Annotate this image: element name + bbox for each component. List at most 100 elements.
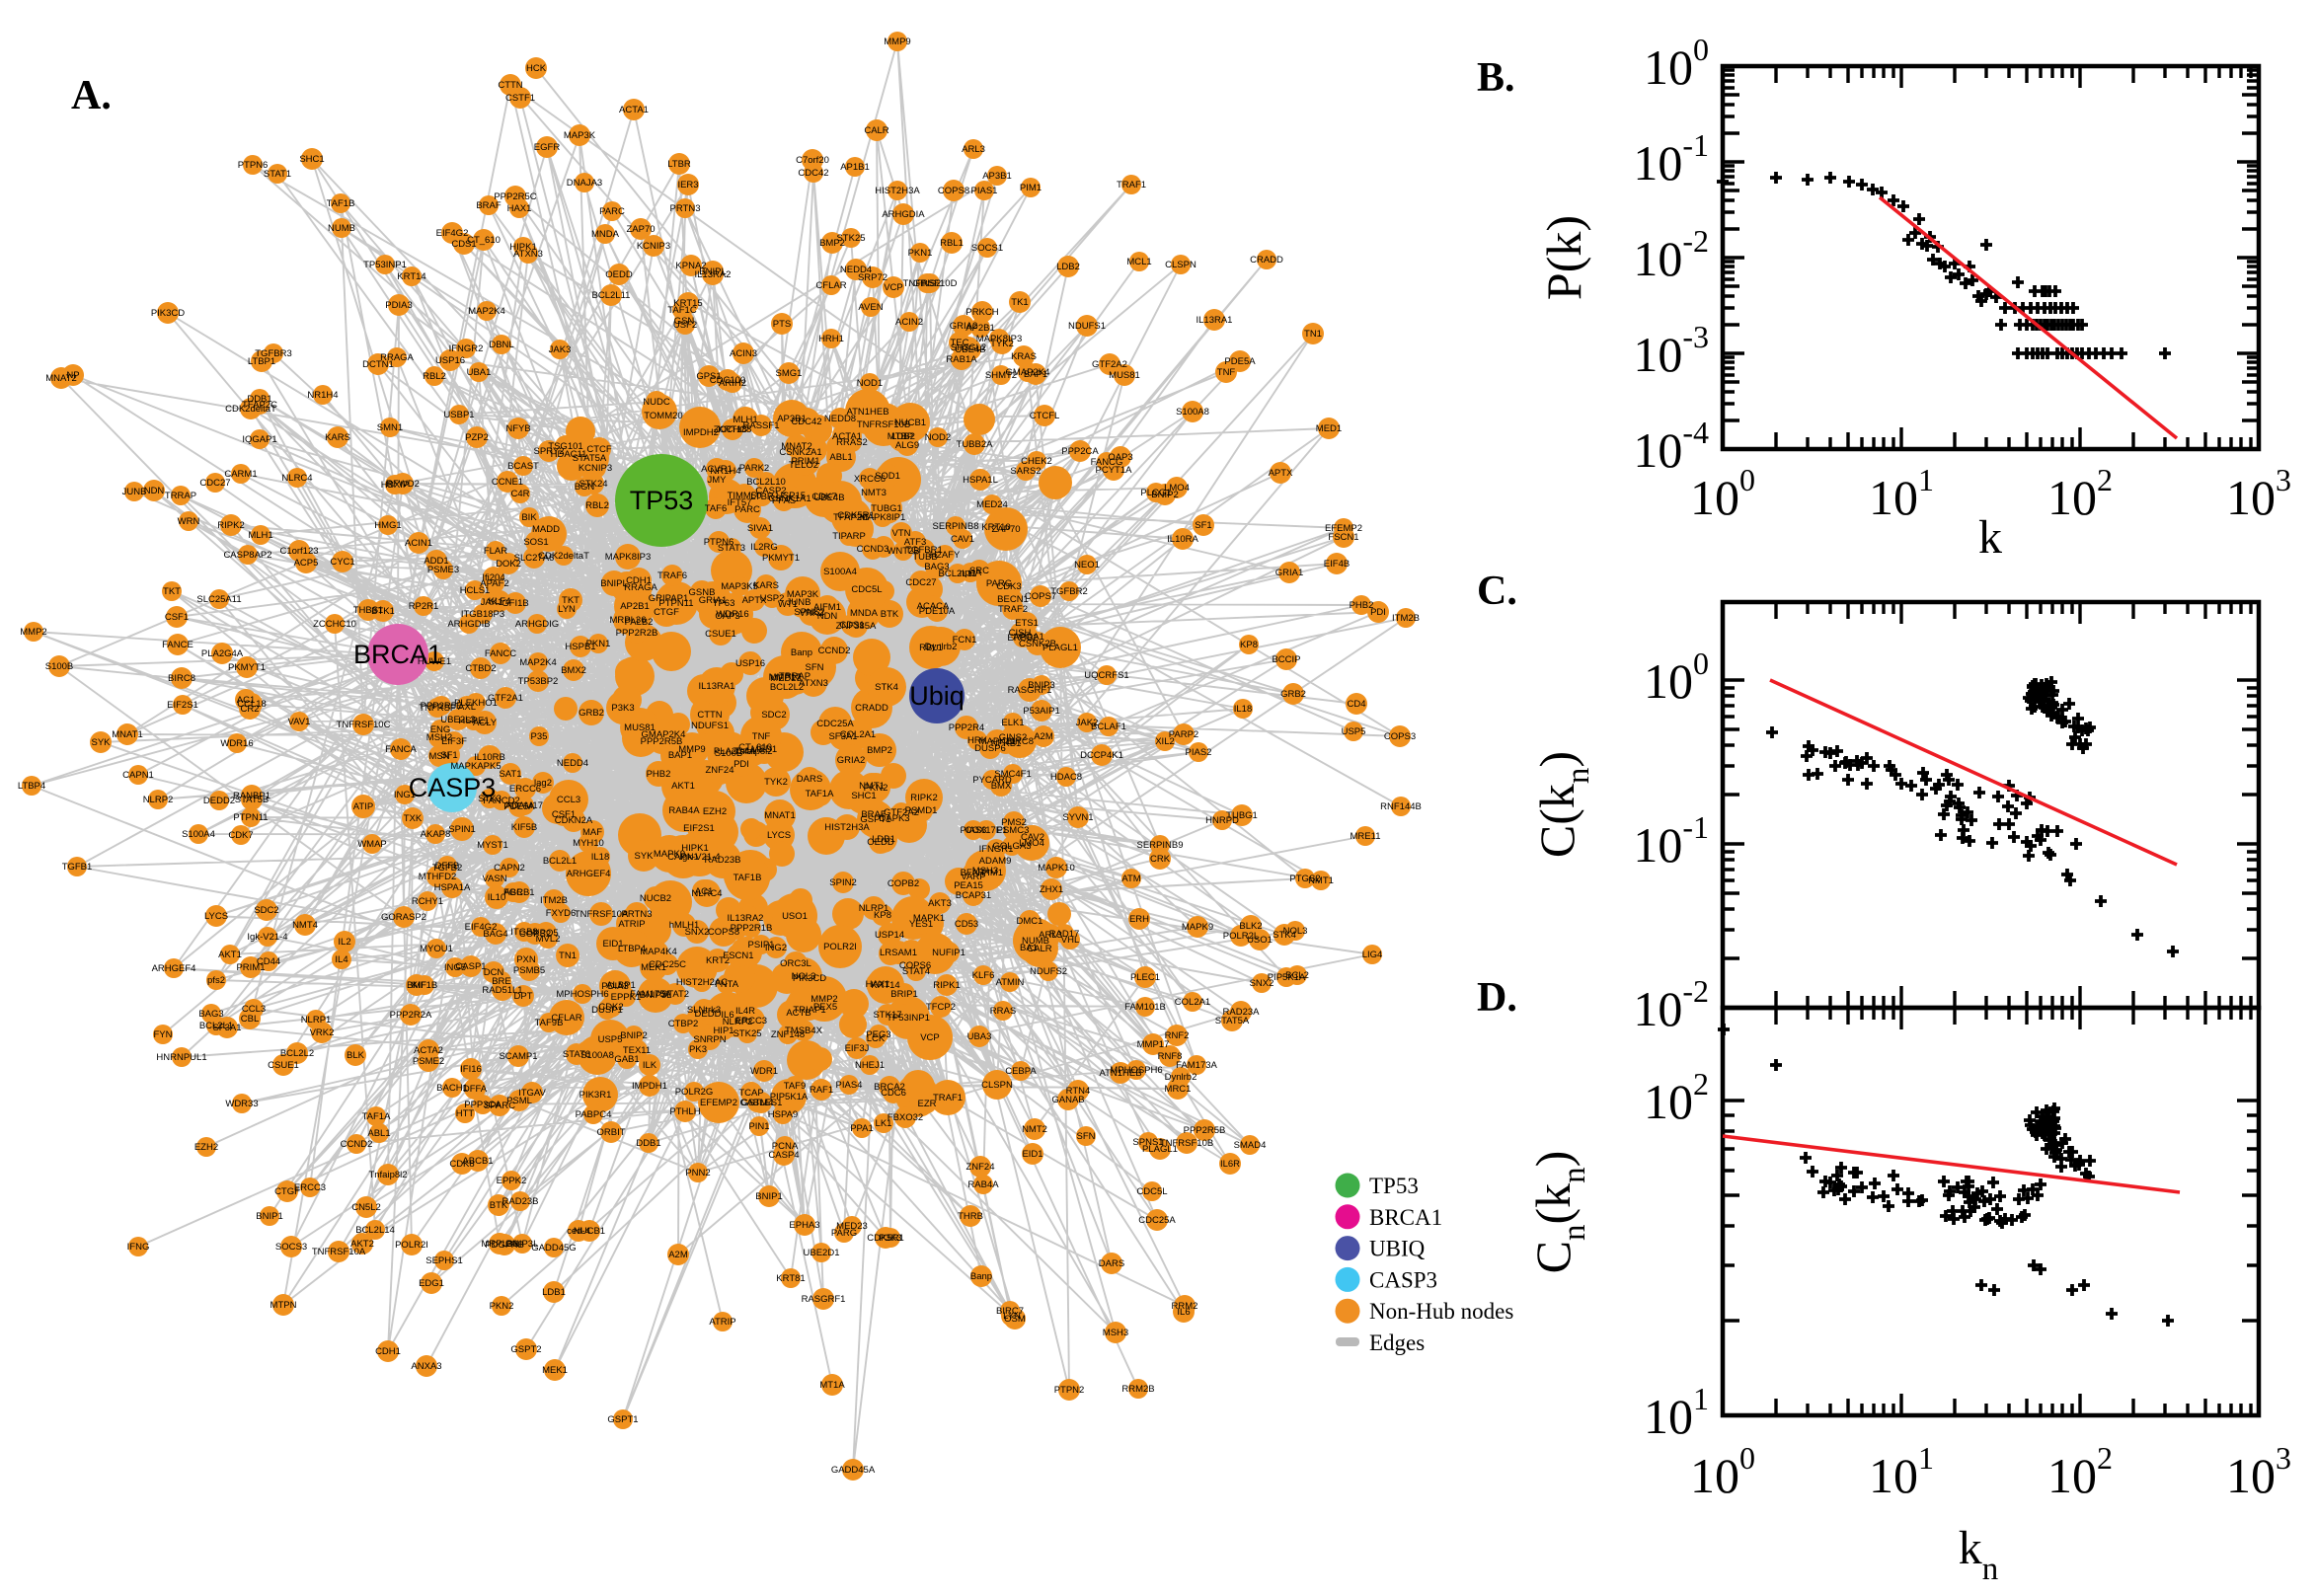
svg-text:BNIP2: BNIP2 <box>1151 490 1178 500</box>
svg-text:BCL2L1: BCL2L1 <box>199 1021 233 1031</box>
svg-text:CALR: CALR <box>864 125 888 136</box>
svg-text:MAPKAPK5: MAPKAPK5 <box>450 761 501 772</box>
svg-text:RAB4A: RAB4A <box>668 805 700 816</box>
svg-text:CTGF: CTGF <box>274 1186 300 1197</box>
svg-text:MNAT1: MNAT1 <box>764 810 796 821</box>
svg-text:CRK: CRK <box>1150 854 1171 865</box>
svg-text:PRIM1: PRIM1 <box>791 456 819 467</box>
svg-text:CD53: CD53 <box>955 919 978 930</box>
svg-text:PRTN3: PRTN3 <box>622 909 653 920</box>
svg-text:KCNIP3: KCNIP3 <box>579 463 612 474</box>
svg-text:NMT4: NMT4 <box>292 920 318 931</box>
svg-text:POLR2G: POLR2G <box>675 1087 714 1098</box>
svg-text:TFAP2C: TFAP2C <box>833 512 869 523</box>
svg-text:TGFB2: TGFB2 <box>432 863 463 874</box>
svg-text:DAPK3: DAPK3 <box>879 813 909 824</box>
svg-text:COPS8: COPS8 <box>938 186 969 196</box>
svg-text:C1orf123: C1orf123 <box>279 546 318 557</box>
svg-text:ATRIP: ATRIP <box>709 1317 735 1328</box>
svg-text:AKT2: AKT2 <box>350 1239 374 1250</box>
svg-text:BCAST: BCAST <box>507 461 539 472</box>
svg-text:CTCFL: CTCFL <box>1030 411 1060 421</box>
svg-text:SH3GL2: SH3GL2 <box>951 342 986 353</box>
svg-text:pfs2: pfs2 <box>207 975 225 986</box>
svg-text:DCCP4K1: DCCP4K1 <box>1080 750 1123 761</box>
svg-text:DBNL: DBNL <box>489 340 513 350</box>
svg-text:CAV1: CAV1 <box>951 534 974 545</box>
svg-text:ACTB: ACTB <box>786 1008 811 1019</box>
svg-text:HSPA1A: HSPA1A <box>434 882 471 893</box>
svg-text:RRAGA: RRAGA <box>380 352 414 363</box>
svg-text:PALB2: PALB2 <box>625 617 654 628</box>
svg-text:BCCIP: BCCIP <box>1272 654 1300 665</box>
svg-text:EID1: EID1 <box>602 939 623 950</box>
svg-text:XIL2: XIL2 <box>1155 736 1175 747</box>
svg-text:PLEKHO1: PLEKHO1 <box>454 698 498 709</box>
svg-text:PRIM1: PRIM1 <box>236 962 265 973</box>
svg-text:PLA2G4A: PLA2G4A <box>714 746 756 757</box>
svg-text:EFEMP2: EFEMP2 <box>700 1098 737 1108</box>
svg-text:CR2: CR2 <box>240 704 259 715</box>
svg-text:APAF2: APAF2 <box>480 578 508 589</box>
svg-text:OSM: OSM <box>1004 1314 1026 1325</box>
svg-text:npdA: npdA <box>960 568 982 578</box>
svg-text:TNFRSF10A: TNFRSF10A <box>575 909 629 920</box>
svg-text:USP16: USP16 <box>435 355 465 366</box>
svg-text:BIRC8: BIRC8 <box>168 673 195 684</box>
svg-text:P(k): P(k) <box>1536 215 1591 300</box>
svg-text:CSUE1: CSUE1 <box>705 629 736 640</box>
svg-text:EZH2: EZH2 <box>194 1142 218 1153</box>
svg-text:TFCP2: TFCP2 <box>926 1002 956 1013</box>
svg-text:TAF1A: TAF1A <box>806 789 835 799</box>
svg-text:GSNB: GSNB <box>689 587 716 598</box>
svg-text:CDK3: CDK3 <box>996 581 1021 592</box>
svg-text:GADD45G: GADD45G <box>531 1243 576 1254</box>
svg-text:PLA2G4A: PLA2G4A <box>201 648 244 659</box>
svg-text:VASN: VASN <box>482 874 506 884</box>
svg-text:RAD51L1: RAD51L1 <box>482 985 522 996</box>
svg-text:PPP2R2A: PPP2R2A <box>390 1010 432 1021</box>
svg-text:USF2: USF2 <box>673 320 697 331</box>
svg-text:UBA3: UBA3 <box>967 1031 992 1042</box>
svg-text:BNIP2: BNIP2 <box>620 1030 647 1041</box>
svg-text:FAM101B: FAM101B <box>1124 1002 1166 1013</box>
svg-text:CT_610: CT_610 <box>738 742 772 753</box>
svg-text:GSPT1: GSPT1 <box>607 1414 638 1425</box>
svg-text:IFNGR1: IFNGR1 <box>979 844 1014 855</box>
svg-text:SOCS3: SOCS3 <box>275 1242 307 1253</box>
svg-text:ABL1: ABL1 <box>367 1128 390 1139</box>
svg-text:BCL2L2: BCL2L2 <box>280 1048 314 1059</box>
svg-text:IL10RA: IL10RA <box>1167 534 1198 545</box>
svg-text:MRC1: MRC1 <box>1165 1084 1192 1095</box>
svg-text:SERPINB9: SERPINB9 <box>1137 840 1184 851</box>
svg-text:ZHX1: ZHX1 <box>1040 884 1063 895</box>
svg-text:NUCB2: NUCB2 <box>640 893 671 904</box>
svg-text:BAG3: BAG3 <box>198 1009 223 1020</box>
svg-text:CDK2deltaT: CDK2deltaT <box>225 404 276 415</box>
svg-text:PDE5A: PDE5A <box>1224 356 1256 367</box>
svg-text:SOCS1: SOCS1 <box>971 243 1003 254</box>
svg-text:CN5L2: CN5L2 <box>351 1202 381 1213</box>
svg-text:RRAS2: RRAS2 <box>836 437 868 448</box>
svg-text:PKN2: PKN2 <box>864 783 888 794</box>
svg-text:SPIN2: SPIN2 <box>829 877 856 888</box>
svg-text:CCND2: CCND2 <box>341 1139 373 1150</box>
svg-text:BIRC7: BIRC7 <box>996 1306 1024 1317</box>
svg-text:BNIPL: BNIPL <box>699 266 726 277</box>
svg-text:ACTA1: ACTA1 <box>619 105 649 115</box>
svg-text:NLRP1: NLRP1 <box>301 1015 332 1026</box>
svg-text:NMT3: NMT3 <box>861 488 887 498</box>
svg-text:A2M: A2M <box>1034 731 1053 742</box>
svg-text:TUBG1: TUBG1 <box>1226 810 1258 821</box>
svg-text:SPIN1: SPIN1 <box>448 824 475 835</box>
svg-text:VARP: VARP <box>961 872 985 882</box>
svg-text:BRCA1: BRCA1 <box>353 640 442 669</box>
svg-text:USP5: USP5 <box>1342 726 1366 737</box>
svg-text:PSME3: PSME3 <box>427 565 459 575</box>
svg-text:TRAF6: TRAF6 <box>657 570 687 581</box>
svg-text:Dynlrb2: Dynlrb2 <box>925 642 958 652</box>
svg-text:DMC1: DMC1 <box>1017 916 1043 927</box>
svg-text:PTPN11: PTPN11 <box>658 598 693 609</box>
svg-text:MSH3: MSH3 <box>1103 1328 1128 1338</box>
svg-text:NLRC4: NLRC4 <box>281 473 312 484</box>
